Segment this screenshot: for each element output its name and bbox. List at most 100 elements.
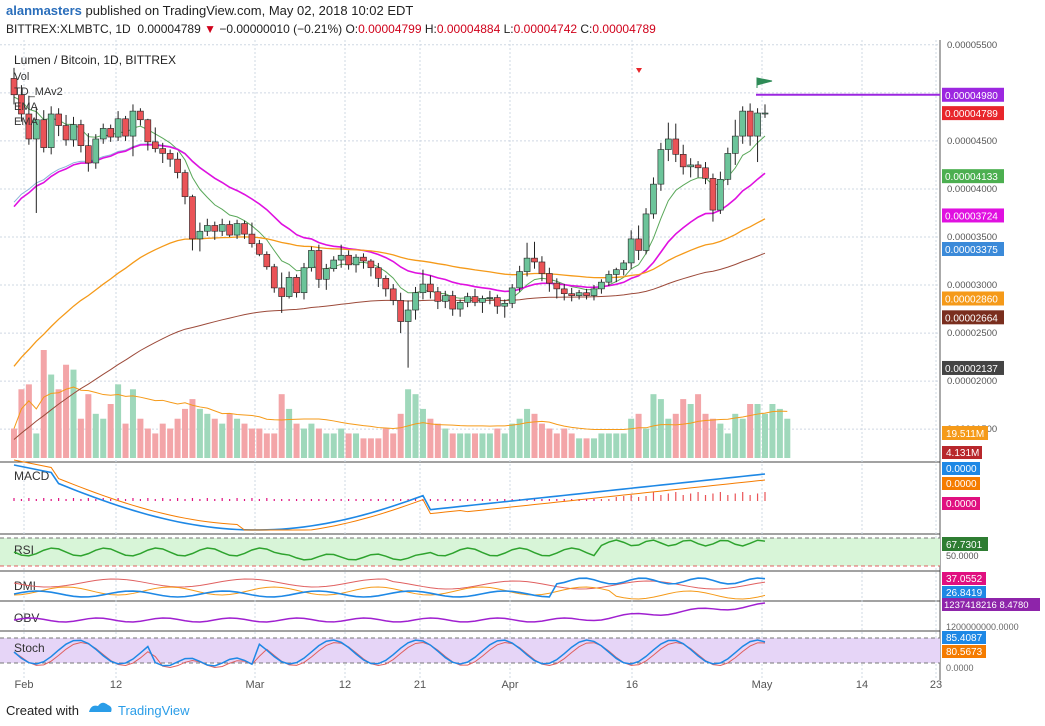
- candle-up: [33, 119, 40, 140]
- volume-bar: [553, 433, 560, 458]
- candle-down: [137, 110, 144, 121]
- macd-line: [13, 464, 766, 531]
- candle-up: [620, 262, 628, 270]
- chart-header: alanmasters published on TradingView.com…: [0, 0, 1045, 40]
- candle-up: [642, 213, 650, 251]
- volume-bar: [159, 423, 166, 458]
- volume-bar: [189, 399, 196, 458]
- volume-bar: [182, 408, 189, 458]
- candle-down: [55, 113, 62, 126]
- candle-down: [427, 283, 434, 293]
- volume-bar: [784, 418, 791, 458]
- stoch-band: [0, 638, 940, 663]
- indicator-label: EMA: [14, 101, 39, 113]
- price-chart[interactable]: 0.000055000.000050000.000045000.00004000…: [0, 40, 1045, 696]
- ema-brown-line: [13, 252, 766, 440]
- volume-bar: [486, 433, 493, 458]
- volume-bar: [538, 423, 545, 458]
- candle-down: [635, 238, 642, 251]
- volume-bar: [115, 384, 122, 458]
- volume-bar: [271, 433, 278, 458]
- last-price: 0.00004789: [137, 22, 201, 36]
- volume-bar: [405, 389, 412, 458]
- open-value: 0.00004799: [358, 22, 422, 36]
- y-tick-label: 0.00003500: [947, 232, 997, 243]
- x-tick-label: Feb: [15, 679, 34, 691]
- volume-bar: [680, 399, 687, 458]
- volume-bar: [776, 408, 783, 458]
- price-label: 0.00003375: [945, 245, 998, 256]
- candle-down: [553, 282, 561, 290]
- stoch-value: 85.4087: [946, 633, 983, 644]
- stoch-k-line: [13, 639, 766, 667]
- volume-label: 19.511M: [946, 429, 984, 440]
- volume-bar: [412, 394, 419, 458]
- x-tick-label: 16: [626, 679, 638, 691]
- candle-down: [560, 288, 568, 294]
- macd-value-box: [942, 497, 980, 510]
- volume-bar: [263, 433, 270, 458]
- volume-bar: [137, 418, 144, 458]
- candle-up: [687, 164, 694, 168]
- candle-down: [538, 261, 546, 274]
- candle-up: [419, 283, 427, 294]
- volume-bar: [122, 423, 129, 458]
- close-label: C:: [580, 22, 593, 36]
- candle-up: [650, 183, 657, 215]
- candle-down: [211, 225, 219, 232]
- volume-bar: [620, 433, 627, 458]
- volume-bar: [605, 433, 612, 458]
- volume-bar: [248, 428, 255, 458]
- volume-bar: [434, 423, 441, 458]
- candle-up: [523, 257, 531, 272]
- volume-bar: [360, 438, 367, 458]
- volume-bar: [531, 413, 538, 458]
- candle-up: [114, 118, 122, 138]
- candle-down: [679, 154, 687, 168]
- volume-bar: [241, 423, 248, 458]
- candle-down: [709, 178, 717, 211]
- volume-bar: [18, 389, 25, 458]
- candle-up: [404, 309, 412, 322]
- ema-green-line: [13, 96, 766, 302]
- price-label: 0.00004133: [945, 172, 998, 183]
- tradingview-brand[interactable]: TradingView: [118, 703, 190, 718]
- volume-bar: [695, 394, 702, 458]
- macd-value: 0.0000: [946, 479, 977, 490]
- volume-bar: [427, 418, 434, 458]
- volume-bar: [442, 428, 449, 458]
- volume-bar: [628, 418, 635, 458]
- volume-bar: [293, 423, 300, 458]
- candle-down: [360, 256, 367, 262]
- volume-bar: [762, 413, 768, 458]
- candle-up: [285, 277, 293, 297]
- volume-bar: [687, 404, 694, 458]
- candle-down: [382, 278, 390, 290]
- volume-label: 4.131M: [946, 448, 979, 459]
- candle-down: [672, 138, 680, 155]
- open-label: O:: [345, 22, 359, 36]
- candle-up: [330, 259, 338, 269]
- stoch-value-box: [942, 645, 986, 658]
- volume-bar: [11, 428, 17, 458]
- candle-up: [657, 149, 665, 185]
- volume-bar: [144, 428, 151, 458]
- candle-up: [322, 268, 330, 280]
- y-tick-label: 0.00004500: [947, 136, 997, 147]
- stoch-tick-label: 0.0000: [946, 663, 974, 673]
- x-tick-label: 21: [414, 679, 426, 691]
- volume-bar: [717, 423, 724, 458]
- candle-down: [583, 292, 590, 296]
- volume-bar: [613, 433, 620, 458]
- x-tick-label: 23: [930, 679, 942, 691]
- price-label: 0.00004980: [945, 91, 998, 102]
- adx-line: [13, 577, 766, 598]
- volume-bar: [48, 374, 55, 458]
- dmi-plus-line: [13, 578, 766, 590]
- candle-down: [122, 118, 129, 137]
- candle-up: [129, 110, 137, 137]
- candle-down: [434, 291, 442, 302]
- candle-down: [694, 164, 702, 169]
- author-link[interactable]: alanmasters: [6, 3, 82, 18]
- volume-bar: [509, 423, 516, 458]
